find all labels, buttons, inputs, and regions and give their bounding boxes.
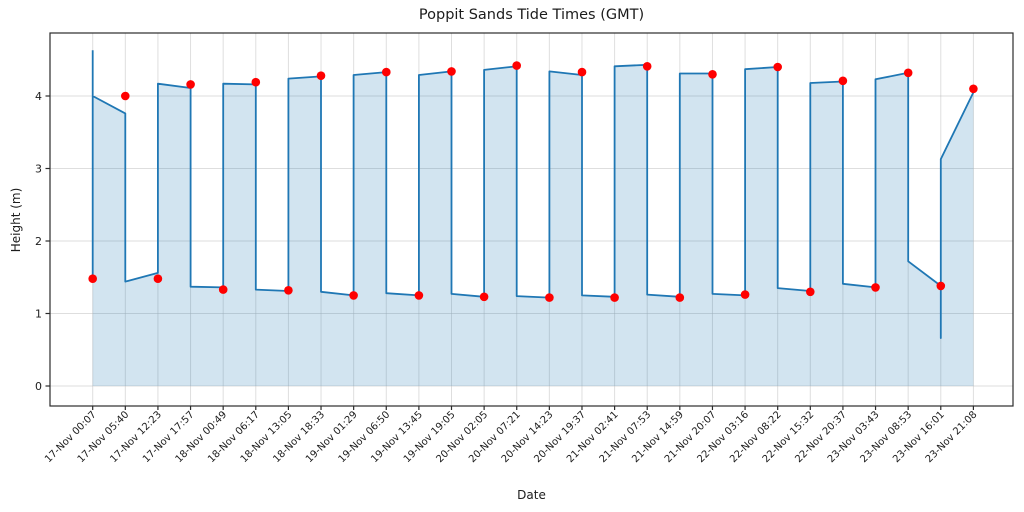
- tide-extreme-dot: [121, 91, 130, 101]
- tide-extreme-dot: [512, 61, 521, 70]
- tide-curve-line: [91, 50, 975, 339]
- y-tick-label: 0: [35, 380, 42, 393]
- tide-extreme-dot: [479, 292, 489, 302]
- tide-extreme-dot: [642, 62, 652, 71]
- tide-extreme-dot: [153, 274, 163, 284]
- tide-extreme-dot: [447, 67, 456, 76]
- tide-extreme-dot: [349, 291, 358, 300]
- tide-extreme-dot: [806, 287, 815, 297]
- tide-extreme-dot: [218, 285, 228, 294]
- tide-extreme-dot: [251, 77, 261, 87]
- tide-extreme-dot: [610, 293, 619, 302]
- tide-extreme-dot: [740, 290, 750, 299]
- tide-extreme-dot: [577, 67, 587, 77]
- y-tick-label: 1: [35, 307, 42, 320]
- y-tick-label: 4: [35, 90, 42, 103]
- tide-extreme-dot: [382, 67, 391, 77]
- tide-extreme-dot: [186, 80, 195, 89]
- tide-extreme-dot: [838, 76, 848, 86]
- tide-extreme-dot: [708, 70, 717, 79]
- chart-title: Poppit Sands Tide Times (GMT): [418, 7, 645, 23]
- tide-extreme-dot: [871, 283, 880, 292]
- tide-extreme-dot: [969, 84, 978, 94]
- y-tick-label: 3: [35, 162, 42, 175]
- tide-area: [92, 50, 974, 387]
- tide-extreme-dot: [773, 62, 782, 72]
- tide-extreme-dot: [545, 293, 554, 302]
- axes-frame: [49, 32, 1014, 407]
- tide-extreme-dot: [284, 286, 293, 295]
- y-tick-label: 2: [35, 235, 42, 248]
- tide-extreme-dot: [675, 293, 685, 302]
- tide-extreme-dot: [316, 71, 326, 80]
- tide-extreme-dot: [903, 68, 913, 78]
- tide-extreme-dot: [414, 291, 424, 300]
- tide-extreme-dot: [88, 274, 97, 284]
- tide-extreme-dot: [936, 281, 946, 291]
- x-axis-label: Date: [517, 488, 546, 502]
